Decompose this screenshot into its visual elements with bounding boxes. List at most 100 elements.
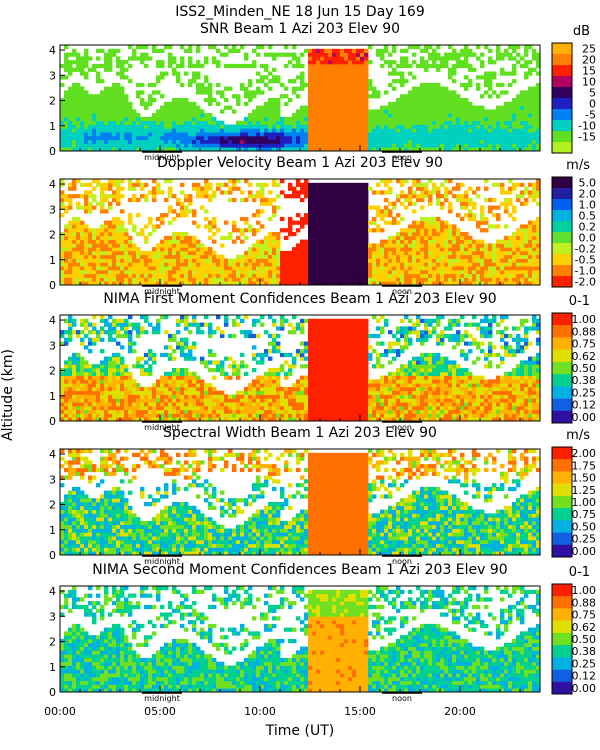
heatmap-cell [364, 247, 369, 252]
heatmap-cell [156, 90, 161, 95]
heatmap-cell [108, 258, 113, 263]
heatmap-cell [112, 194, 117, 199]
heatmap-cell [248, 132, 253, 137]
heatmap-cell [116, 235, 121, 240]
heatmap-cell [104, 266, 109, 271]
heatmap-cell [460, 128, 465, 133]
heatmap-cell [436, 90, 441, 95]
heatmap-cell [464, 269, 469, 275]
heatmap-cell [404, 139, 409, 144]
heatmap-cell [164, 250, 169, 256]
heatmap-cell [332, 266, 337, 271]
heatmap-cell [532, 262, 537, 267]
heatmap-cell [308, 63, 313, 69]
heatmap-cell [448, 94, 453, 99]
heatmap-cell [112, 269, 117, 275]
heatmap-cell [352, 101, 357, 106]
heatmap-cell [480, 262, 485, 267]
heatmap-cell [384, 182, 389, 187]
heatmap-cell [308, 90, 313, 95]
heatmap-cell [120, 90, 125, 95]
heatmap-cell [88, 113, 93, 118]
heatmap-cell [536, 182, 541, 187]
heatmap-cell [512, 124, 517, 129]
heatmap-cell [292, 190, 297, 195]
heatmap-cell [524, 105, 529, 110]
heatmap-cell [364, 132, 369, 137]
heatmap-cell [520, 63, 525, 69]
heatmap-cell [352, 213, 357, 218]
heatmap-cell [332, 262, 337, 267]
heatmap-cell [192, 135, 197, 141]
heatmap-cell [120, 258, 125, 263]
heatmap-cell [104, 228, 109, 233]
heatmap-cell [320, 243, 325, 248]
heatmap-cell [116, 182, 121, 187]
heatmap-cell [316, 235, 321, 240]
heatmap-cell [76, 147, 81, 152]
heatmap-cell [272, 197, 277, 203]
heatmap-cell [328, 105, 333, 110]
heatmap-cell [316, 190, 321, 195]
heatmap-cell [100, 262, 105, 267]
heatmap-cell [120, 228, 125, 233]
heatmap-cell [464, 277, 469, 282]
heatmap-cell [96, 383, 101, 388]
heatmap-cell [160, 250, 165, 256]
heatmap-cell [528, 262, 533, 267]
heatmap-cell [468, 52, 473, 57]
heatmap-cell [484, 128, 489, 133]
heatmap-cell [76, 132, 81, 137]
heatmap-cell [296, 139, 301, 144]
heatmap-cell [60, 413, 65, 418]
heatmap-cell [432, 262, 437, 267]
heatmap-cell [208, 143, 213, 148]
heatmap-cell [136, 56, 141, 61]
heatmap-cell [536, 135, 541, 141]
heatmap-cell [200, 194, 205, 199]
heatmap-cell [184, 120, 189, 125]
heatmap-cell [284, 120, 289, 125]
heatmap-cell [328, 228, 333, 233]
heatmap-cell [312, 124, 317, 129]
heatmap-cell [528, 71, 533, 76]
heatmap-cell [332, 132, 337, 137]
heatmap-cell [388, 63, 393, 69]
heatmap-cell [188, 143, 193, 148]
heatmap-cell [460, 273, 465, 278]
heatmap-cell [92, 394, 97, 399]
heatmap-cell [436, 105, 441, 110]
heatmap-cell [460, 258, 465, 263]
heatmap-cell [260, 109, 265, 114]
heatmap-cell [156, 60, 161, 65]
heatmap-cell [460, 120, 465, 125]
heatmap-cell [72, 243, 77, 248]
heatmap-cell [96, 101, 101, 106]
heatmap-cell [108, 194, 113, 199]
heatmap-cell [236, 273, 241, 278]
heatmap-cell [380, 147, 385, 152]
heatmap-cell [508, 56, 513, 61]
heatmap-cell [444, 90, 449, 95]
heatmap-cell [192, 120, 197, 125]
heatmap-cell [116, 86, 121, 91]
heatmap-cell [100, 371, 105, 376]
heatmap-cell [372, 135, 377, 141]
heatmap-cell [300, 254, 305, 259]
heatmap-cell [512, 277, 517, 282]
heatmap-cell [532, 98, 537, 103]
heatmap-cell [356, 147, 361, 152]
heatmap-cell [220, 90, 225, 95]
heatmap-cell [176, 143, 181, 148]
heatmap-cell [512, 250, 517, 256]
heatmap-cell [248, 277, 253, 282]
heatmap-cell [64, 132, 69, 137]
heatmap-cell [60, 262, 65, 267]
heatmap-cell [80, 239, 85, 244]
heatmap-cell [84, 413, 89, 418]
heatmap-cell [228, 48, 233, 53]
heatmap-cell [404, 247, 409, 252]
heatmap-cell [344, 60, 349, 65]
heatmap-cell [320, 281, 325, 286]
heatmap-cell [420, 269, 425, 275]
